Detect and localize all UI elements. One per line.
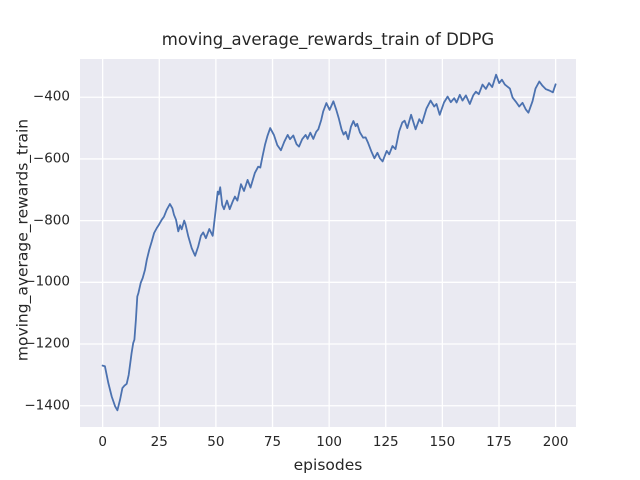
grid-lines bbox=[80, 59, 576, 427]
x-tick-label: 125 bbox=[372, 434, 399, 450]
x-tick-label: 75 bbox=[263, 434, 282, 450]
y-tick-label: −800 bbox=[32, 211, 70, 228]
x-tick-label: 100 bbox=[316, 434, 343, 450]
x-tick-label: 25 bbox=[150, 434, 168, 450]
y-tick-label: −400 bbox=[32, 88, 70, 105]
y-tick-label: −1200 bbox=[24, 335, 70, 352]
y-tick-label: −1400 bbox=[24, 396, 70, 413]
chart-title: moving_average_rewards_train of DDPG bbox=[161, 30, 495, 49]
x-tick-label: 175 bbox=[486, 434, 512, 450]
plot-background bbox=[80, 59, 576, 427]
reward-line bbox=[101, 73, 557, 412]
x-axis-label: episodes bbox=[293, 456, 363, 474]
x-tick-label: 150 bbox=[429, 434, 456, 450]
plot-svg bbox=[80, 59, 576, 427]
y-axis-label: moving_average_rewards_train bbox=[13, 118, 32, 362]
y-tick-label: −1000 bbox=[24, 273, 70, 290]
y-tick-label: −600 bbox=[32, 150, 70, 167]
x-tick-label: 50 bbox=[207, 434, 225, 450]
x-tick-label: 200 bbox=[542, 434, 569, 450]
x-tick-label: 0 bbox=[98, 434, 107, 450]
